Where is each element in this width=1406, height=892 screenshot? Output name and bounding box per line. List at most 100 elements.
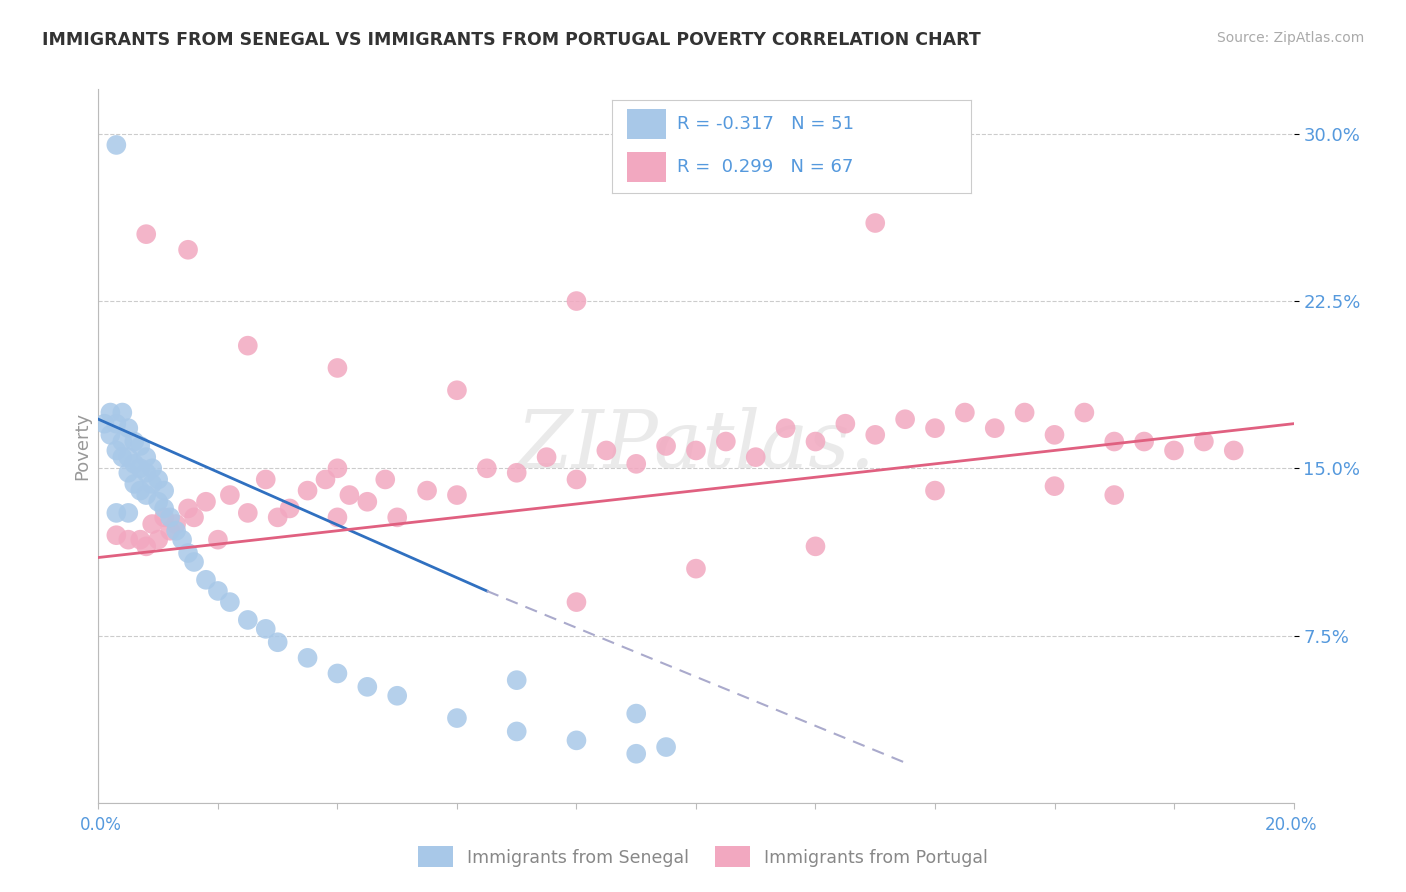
Point <box>1133 434 1156 449</box>
Point <box>326 510 349 524</box>
Point <box>1043 427 1066 442</box>
Point <box>124 434 146 449</box>
Text: IMMIGRANTS FROM SENEGAL VS IMMIGRANTS FROM PORTUGAL POVERTY CORRELATION CHART: IMMIGRANTS FROM SENEGAL VS IMMIGRANTS FR… <box>42 31 981 49</box>
Point <box>105 506 128 520</box>
Point <box>1043 479 1066 493</box>
Point <box>135 539 157 553</box>
Point <box>924 483 946 498</box>
Point <box>207 583 229 598</box>
Point <box>141 461 163 475</box>
Point <box>655 439 678 453</box>
Point <box>111 405 134 420</box>
Point <box>536 450 558 465</box>
Point <box>194 573 218 587</box>
Point <box>339 488 360 502</box>
Point <box>385 689 409 703</box>
Point <box>135 450 157 465</box>
Point <box>124 457 146 471</box>
Point <box>98 405 122 420</box>
Point <box>129 483 152 498</box>
Point <box>685 562 707 576</box>
Point <box>446 711 468 725</box>
Point <box>219 595 242 609</box>
Point <box>159 524 181 538</box>
Point <box>894 412 917 426</box>
Point <box>117 421 139 435</box>
Point <box>804 434 827 449</box>
Point <box>129 439 152 453</box>
Point <box>111 434 134 449</box>
Point <box>124 476 146 491</box>
Point <box>93 417 115 431</box>
Point <box>153 483 176 498</box>
Point <box>326 666 349 681</box>
Point <box>1192 434 1215 449</box>
Point <box>141 517 163 532</box>
Point <box>135 488 157 502</box>
Point <box>983 421 1005 435</box>
Point <box>177 546 200 560</box>
Point <box>236 338 259 352</box>
Point <box>624 747 647 761</box>
Point <box>236 506 259 520</box>
Point <box>183 555 205 569</box>
Point <box>356 680 378 694</box>
Point <box>475 461 498 475</box>
Point <box>177 501 200 516</box>
Point <box>153 501 176 516</box>
Point <box>177 243 200 257</box>
Point <box>506 724 529 739</box>
Point <box>135 227 157 241</box>
Point <box>159 510 181 524</box>
Point <box>356 494 378 508</box>
Point <box>446 488 468 502</box>
Text: Source: ZipAtlas.com: Source: ZipAtlas.com <box>1216 31 1364 45</box>
Point <box>153 510 176 524</box>
Point <box>1163 443 1185 458</box>
Point <box>374 473 396 487</box>
Point <box>1073 405 1095 420</box>
Point <box>1014 405 1036 420</box>
Point <box>129 461 152 475</box>
Text: 0.0%: 0.0% <box>80 816 122 834</box>
Point <box>865 216 887 230</box>
Point <box>714 434 737 449</box>
Point <box>624 706 647 721</box>
Point <box>105 528 128 542</box>
Point <box>565 473 588 487</box>
Point <box>655 740 678 755</box>
Text: 20.0%: 20.0% <box>1264 816 1317 834</box>
Point <box>446 384 468 398</box>
Point <box>105 138 128 153</box>
Y-axis label: Poverty: Poverty <box>73 412 91 480</box>
Point <box>385 510 409 524</box>
Point <box>326 360 349 375</box>
Point <box>278 501 301 516</box>
Point <box>111 450 134 465</box>
Point <box>315 473 337 487</box>
Point <box>254 473 277 487</box>
Point <box>141 476 163 491</box>
Point <box>254 622 277 636</box>
Point <box>183 510 205 524</box>
Point <box>297 651 319 665</box>
Legend: Immigrants from Senegal, Immigrants from Portugal: Immigrants from Senegal, Immigrants from… <box>412 839 994 874</box>
Point <box>219 488 242 502</box>
Point <box>565 293 588 308</box>
Point <box>117 533 139 547</box>
Point <box>129 533 152 547</box>
Point <box>105 443 128 458</box>
Point <box>565 595 588 609</box>
Point <box>148 494 170 508</box>
Point <box>105 417 128 431</box>
Point <box>745 450 768 465</box>
Point <box>165 517 187 532</box>
Point <box>117 450 139 465</box>
Point <box>624 457 647 471</box>
Point <box>267 635 290 649</box>
Point <box>117 466 139 480</box>
Point <box>953 405 976 420</box>
Point <box>148 473 170 487</box>
Point <box>1104 488 1126 502</box>
Point <box>207 533 229 547</box>
